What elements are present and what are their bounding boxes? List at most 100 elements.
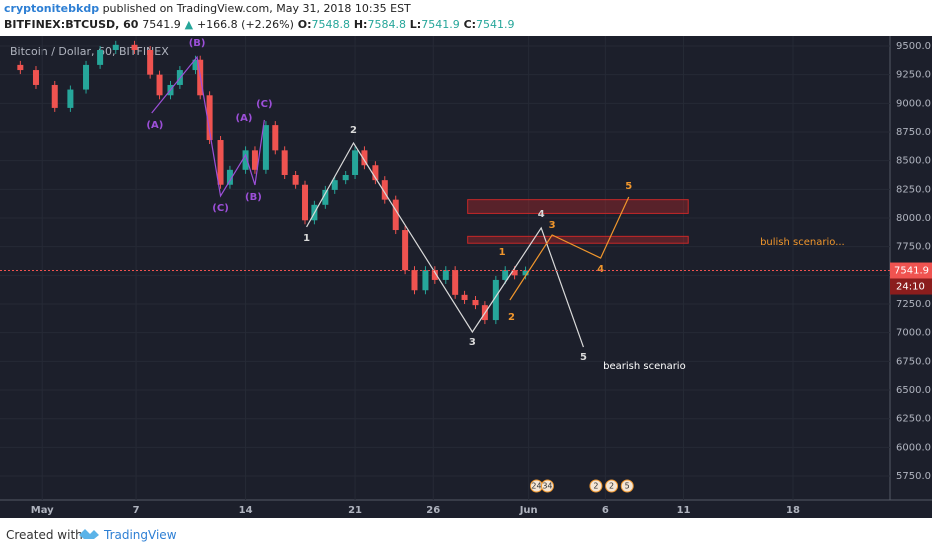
countdown-label: 24:10 xyxy=(896,282,925,293)
y-tick-label: 9250.0 xyxy=(896,70,931,81)
y-tick-label: 7250.0 xyxy=(896,299,931,310)
candle xyxy=(251,150,258,170)
brand[interactable]: TradingView xyxy=(104,528,177,542)
wave-label: (B) xyxy=(245,192,262,203)
wave-label: 3 xyxy=(549,220,556,231)
wave-label: 1 xyxy=(499,247,506,258)
candle xyxy=(156,74,163,96)
change: +166.8 (+2.26%) xyxy=(196,18,294,31)
chart: Bitcoin / Dollar, 60, BITFINEX 5750.0 600… xyxy=(0,36,932,518)
x-tick-label: 11 xyxy=(677,505,691,516)
event-label: 2 xyxy=(609,482,614,491)
y-tick-label: 8500.0 xyxy=(896,156,931,167)
candle xyxy=(226,169,233,185)
chart-background xyxy=(0,36,932,518)
candle xyxy=(192,59,199,71)
y-tick-label: 7750.0 xyxy=(896,242,931,253)
event-marker xyxy=(605,479,619,493)
event-marker xyxy=(589,479,603,493)
high: 7584.8 xyxy=(367,18,406,31)
countdown-box xyxy=(890,278,932,295)
event-label: 5 xyxy=(625,482,630,491)
wave-label: 4 xyxy=(597,264,604,275)
candle xyxy=(147,49,154,75)
close: 7541.9 xyxy=(476,18,515,31)
x-tick-label: 26 xyxy=(426,505,440,516)
candle xyxy=(372,165,379,181)
y-tick-label: 8000.0 xyxy=(896,213,931,224)
x-tick-label: 7 xyxy=(133,505,140,516)
candle xyxy=(452,270,459,295)
candle xyxy=(272,125,279,151)
y-tick-label: 8750.0 xyxy=(896,127,931,138)
published: published on TradingView.com, May 31, 20… xyxy=(102,2,411,15)
y-tick-label: 6250.0 xyxy=(896,414,931,425)
annotation: bulish scenario... xyxy=(760,237,845,248)
candle xyxy=(442,270,449,280)
x-tick-label: 21 xyxy=(348,505,362,516)
zone xyxy=(467,199,689,214)
brand-logo xyxy=(79,529,99,539)
open-label: O: xyxy=(297,18,312,31)
last-price-label: 7541.9 xyxy=(894,266,929,277)
candle xyxy=(431,270,438,280)
candle xyxy=(292,174,299,185)
wave-label: 1 xyxy=(303,233,310,244)
author[interactable]: cryptonitebkdp xyxy=(4,2,100,15)
candle xyxy=(461,294,468,300)
y-tick-label: 9500.0 xyxy=(896,41,931,52)
wave-label: 3 xyxy=(469,337,476,348)
candle xyxy=(262,125,269,170)
candle xyxy=(342,174,349,181)
candle xyxy=(17,64,24,71)
candle xyxy=(302,184,309,221)
event-marker xyxy=(620,479,634,493)
close-label: C: xyxy=(463,18,477,31)
created-with: Created with xyxy=(6,528,83,542)
candle xyxy=(422,270,429,291)
legend-title: Bitcoin / Dollar, 60, BITFINEX xyxy=(10,45,169,58)
candle xyxy=(322,189,329,205)
candle xyxy=(67,89,74,108)
candle xyxy=(112,44,119,50)
wave-label: (A) xyxy=(146,120,163,131)
arrow: ▲ xyxy=(184,18,194,31)
candle xyxy=(522,270,529,276)
event-label: 34 xyxy=(542,482,552,491)
candle xyxy=(502,270,509,280)
y-tick-label: 6500.0 xyxy=(896,385,931,396)
high-label: H: xyxy=(353,18,368,31)
event-marker xyxy=(540,479,554,493)
wave-line xyxy=(509,196,630,301)
symbol-line: BITFINEX:BTCUSD, 60 7541.9 ▲ +166.8 (+2.… xyxy=(4,18,515,31)
annotation: bearish scenario xyxy=(603,361,686,372)
x-tick-label: Jun xyxy=(519,505,538,516)
open: 7548.8 xyxy=(311,18,351,31)
last-price-box xyxy=(890,262,932,279)
zone xyxy=(467,235,689,244)
y-tick-label: 6750.0 xyxy=(896,356,931,367)
wave-label: (C) xyxy=(212,203,228,214)
candle xyxy=(472,299,479,306)
candle xyxy=(392,199,399,231)
wave-label: (B) xyxy=(189,38,206,49)
y-tick-label: 9000.0 xyxy=(896,98,931,109)
x-tick-label: May xyxy=(31,505,54,516)
candle xyxy=(217,140,224,185)
footer: Created with TradingView xyxy=(0,518,932,550)
wave-label: 2 xyxy=(350,125,357,136)
publish-line: cryptonitebkdp published on TradingView.… xyxy=(4,2,411,15)
candle xyxy=(206,95,213,141)
candle xyxy=(51,84,58,108)
wave-label: 4 xyxy=(538,209,545,220)
last: 7541.9 xyxy=(142,18,181,31)
candle xyxy=(32,70,39,85)
candle xyxy=(331,180,338,190)
candle xyxy=(511,270,518,276)
candle xyxy=(492,279,499,321)
x-tick-label: 18 xyxy=(786,505,800,516)
wave-line xyxy=(151,55,265,198)
x-tick-label: 6 xyxy=(602,505,609,516)
wave-label: 5 xyxy=(625,181,632,192)
